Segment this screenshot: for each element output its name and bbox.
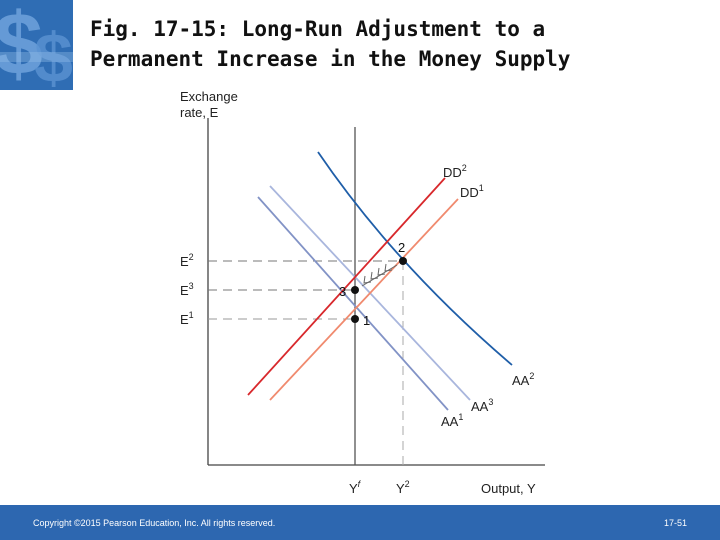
aa3-label: AA3	[471, 397, 493, 414]
svg-text:$: $	[34, 19, 73, 90]
copyright-text: Copyright ©2015 Pearson Education, Inc. …	[33, 518, 276, 528]
title-line-2: Permanent Increase in the Money Supply	[90, 47, 571, 71]
yf-tick-label: Yf	[349, 479, 362, 496]
dd2-curve	[247, 177, 446, 396]
slide-title: Fig. 17-15: Long-Run Adjustment to a Per…	[90, 14, 700, 74]
e1-tick-label: E1	[180, 310, 194, 327]
footer-bar: Copyright ©2015 Pearson Education, Inc. …	[0, 505, 720, 540]
point-3-marker	[351, 286, 359, 294]
aa1-label: AA1	[441, 412, 463, 429]
y2-tick-label: Y2	[396, 479, 410, 496]
adjustment-diagram: Exchange rate, E Output, Y 2 3 1 E2 E3 E…	[180, 89, 545, 496]
dd2-label: DD2	[443, 163, 467, 180]
dd1-curve	[269, 198, 459, 401]
point-2-marker	[399, 257, 407, 265]
x-axis-label: Output, Y	[481, 481, 536, 496]
e2-tick-label: E2	[180, 252, 194, 269]
slide-number: 17-51	[663, 518, 687, 528]
dollar-logo-icon: $ $	[0, 0, 73, 90]
y-axis-label-line-1: Exchange	[180, 89, 238, 104]
point-1-marker	[351, 315, 359, 323]
logo: $ $	[0, 0, 73, 90]
svg-text:$: $	[0, 0, 43, 90]
point-3-label: 3	[339, 284, 346, 299]
adjustment-arrows	[361, 263, 398, 287]
dd1-label: DD1	[460, 183, 484, 200]
point-1-label: 1	[363, 313, 370, 328]
aa2-label: AA2	[512, 371, 534, 388]
y-axis-label-line-2: rate, E	[180, 105, 219, 120]
e3-tick-label: E3	[180, 281, 194, 298]
point-2-label: 2	[398, 240, 405, 255]
aa1-curve	[257, 196, 449, 411]
title-line-1: Fig. 17-15: Long-Run Adjustment to a	[90, 17, 546, 41]
